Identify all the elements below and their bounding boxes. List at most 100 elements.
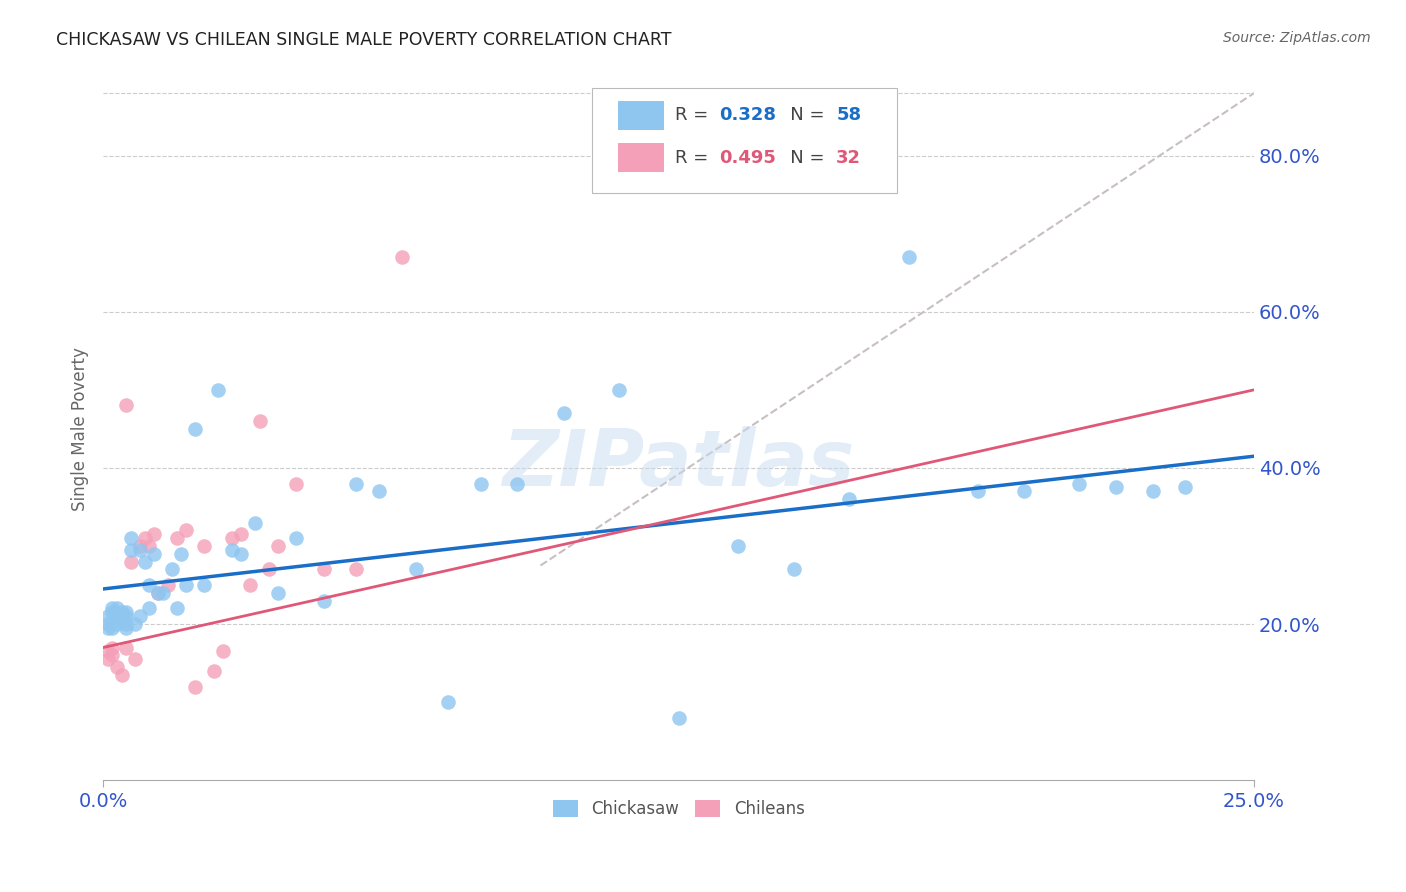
Point (1174, 480, 1197, 494)
Point (105, 601, 128, 615)
Point (138, 539, 160, 553)
Point (110, 606, 132, 620)
Point (221, 543, 243, 558)
Text: 58: 58 (837, 106, 862, 124)
Point (285, 531, 308, 545)
Point (97, 652, 120, 666)
Text: ZIPatlas: ZIPatlas (502, 426, 855, 502)
Point (110, 668, 132, 682)
Point (239, 578, 262, 592)
Point (1142, 484, 1164, 499)
Point (115, 617, 138, 632)
Point (115, 640, 138, 655)
Y-axis label: Single Male Poverty: Single Male Poverty (72, 347, 89, 511)
Point (166, 601, 188, 615)
Point (138, 578, 160, 592)
Point (553, 406, 575, 420)
FancyBboxPatch shape (617, 143, 664, 172)
Point (391, 250, 413, 264)
Point (101, 621, 124, 635)
Point (129, 543, 152, 558)
Point (184, 680, 207, 694)
Point (124, 617, 146, 632)
Text: R =: R = (675, 106, 714, 124)
Text: R =: R = (675, 149, 714, 167)
Point (129, 609, 152, 624)
FancyBboxPatch shape (617, 101, 664, 130)
Point (152, 586, 174, 600)
Point (115, 609, 138, 624)
Text: Source: ZipAtlas.com: Source: ZipAtlas.com (1223, 31, 1371, 45)
Point (211, 644, 233, 658)
Point (249, 414, 271, 428)
Point (193, 539, 215, 553)
Point (783, 562, 806, 576)
Point (101, 606, 124, 620)
Point (838, 492, 860, 507)
Point (207, 383, 229, 397)
Point (170, 547, 193, 561)
Point (243, 516, 266, 530)
Point (138, 601, 160, 615)
Point (437, 695, 460, 709)
Point (314, 562, 336, 576)
Point (368, 484, 391, 499)
Point (120, 543, 142, 558)
Point (166, 531, 188, 545)
Point (134, 531, 156, 545)
Text: CHICKASAW VS CHILEAN SINGLE MALE POVERTY CORRELATION CHART: CHICKASAW VS CHILEAN SINGLE MALE POVERTY… (56, 31, 672, 49)
Point (105, 660, 128, 674)
Point (193, 578, 215, 592)
Point (267, 586, 290, 600)
Point (101, 648, 124, 663)
Point (97, 644, 120, 658)
Point (727, 539, 749, 553)
Point (231, 527, 253, 541)
Text: N =: N = (773, 106, 830, 124)
FancyBboxPatch shape (592, 88, 897, 194)
Text: 0.495: 0.495 (718, 149, 776, 167)
Point (105, 617, 128, 632)
Text: 0.328: 0.328 (718, 106, 776, 124)
Point (115, 606, 138, 620)
Legend: Chickasaw, Chileans: Chickasaw, Chileans (546, 793, 811, 825)
Point (101, 640, 124, 655)
Point (97, 621, 120, 635)
Point (156, 578, 179, 592)
Point (142, 547, 165, 561)
Point (148, 586, 170, 600)
Text: N =: N = (773, 149, 830, 167)
Point (405, 562, 427, 576)
Point (966, 484, 988, 499)
Point (97, 617, 120, 632)
Point (1069, 476, 1091, 491)
Point (115, 399, 138, 413)
Point (470, 476, 492, 491)
Point (148, 586, 170, 600)
Point (124, 652, 146, 666)
Point (134, 555, 156, 569)
Point (344, 476, 367, 491)
Point (257, 562, 280, 576)
Point (668, 711, 690, 725)
Point (221, 531, 243, 545)
Text: 32: 32 (837, 149, 862, 167)
Point (160, 562, 183, 576)
Point (142, 527, 165, 541)
Point (129, 539, 152, 553)
Point (101, 601, 124, 615)
Point (174, 578, 197, 592)
Point (184, 422, 207, 436)
Point (506, 476, 529, 491)
Point (607, 383, 630, 397)
Point (314, 593, 336, 607)
Point (1105, 480, 1128, 494)
Point (97, 609, 120, 624)
Point (231, 547, 253, 561)
Point (110, 613, 132, 627)
Point (105, 609, 128, 624)
Point (344, 562, 367, 576)
Point (897, 250, 920, 264)
Point (1012, 484, 1035, 499)
Point (120, 555, 142, 569)
